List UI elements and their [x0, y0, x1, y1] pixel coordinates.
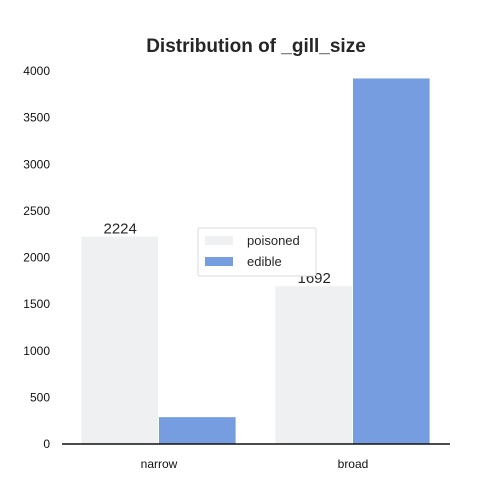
y-tick-label: 500: [30, 390, 50, 404]
y-tick-label: 2500: [23, 204, 50, 218]
y-tick-label: 1000: [23, 344, 50, 358]
chart-title: Distribution of _gill_size: [146, 36, 366, 57]
legend-label-edible: edible: [247, 254, 282, 269]
bar-poisoned-broad: [275, 286, 352, 444]
y-tick-label: 0: [43, 437, 50, 451]
bar-edible-broad: [353, 78, 430, 445]
bars: [81, 78, 430, 445]
y-tick-label: 2000: [23, 251, 50, 265]
x-tick-label: narrow: [141, 457, 178, 471]
y-tick-label: 3500: [23, 111, 50, 125]
bar-poisoned-narrow: [81, 236, 158, 444]
x-axis-ticks: narrow broad: [141, 457, 369, 471]
y-tick-label: 3000: [23, 157, 50, 171]
legend-label-poisoned: poisoned: [247, 233, 300, 248]
y-tick-label: 4000: [23, 64, 50, 78]
x-tick-label: broad: [338, 457, 369, 471]
y-tick-label: 1500: [23, 297, 50, 311]
legend-swatch-edible: [205, 257, 233, 266]
data-label: 2224: [104, 221, 137, 238]
legend-swatch-poisoned: [205, 236, 233, 245]
bar-edible-narrow: [159, 417, 236, 444]
legend: poisoned edible: [197, 227, 317, 277]
y-axis-ticks: 0 500 1000 1500 2000 2500 3000 3500 4000: [23, 64, 50, 451]
